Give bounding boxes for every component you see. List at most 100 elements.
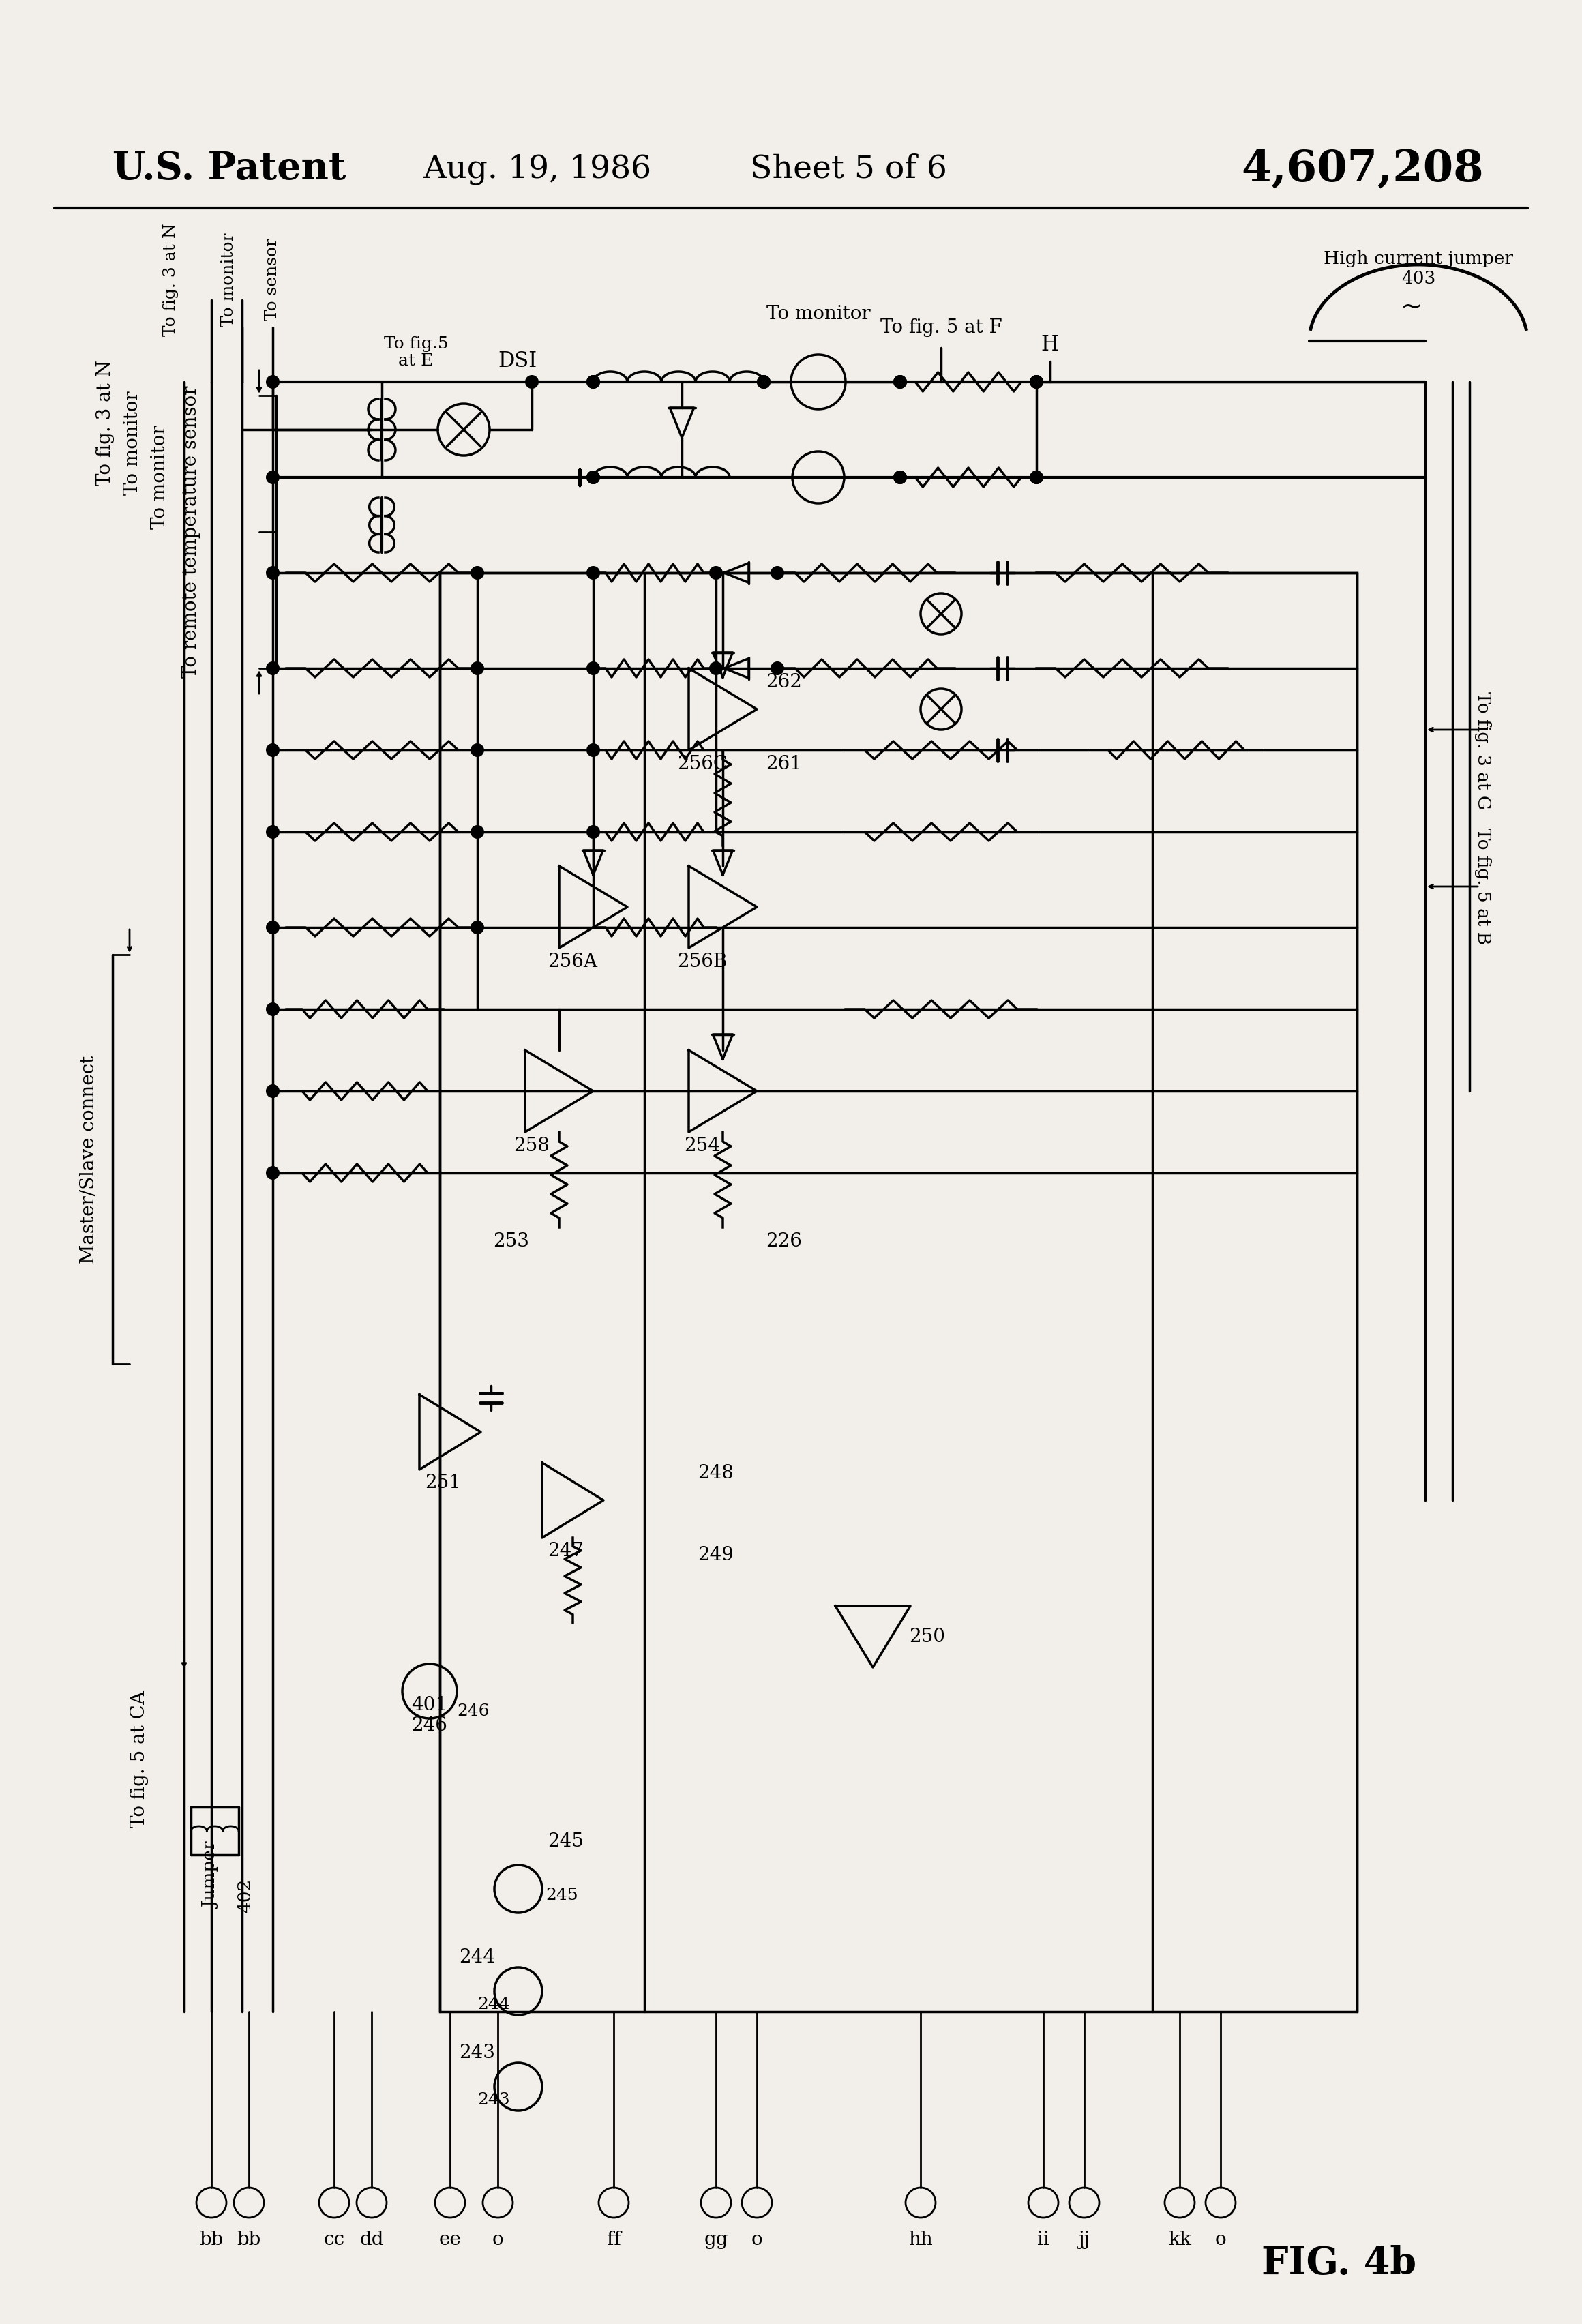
Text: 261: 261 [766,755,802,774]
Text: kk: kk [1168,2231,1191,2250]
Text: 245: 245 [547,1831,584,1850]
Text: To monitor: To monitor [766,304,870,323]
Text: 251: 251 [426,1473,462,1492]
Text: To monitor: To monitor [220,232,236,325]
Text: To fig. 5 at CA: To fig. 5 at CA [131,1692,149,1829]
Text: FIG. 4b: FIG. 4b [1261,2245,1416,2282]
Text: gg: gg [704,2231,728,2250]
Text: To fig. 3 at N: To fig. 3 at N [97,360,115,486]
Circle shape [709,662,723,674]
Circle shape [587,374,600,388]
Text: 246: 246 [411,1715,448,1734]
Circle shape [756,374,770,388]
Circle shape [709,567,723,579]
Circle shape [894,469,906,483]
Text: 250: 250 [910,1627,946,1645]
Text: To remote temperature sensor: To remote temperature sensor [182,386,201,679]
Circle shape [266,1002,280,1016]
Text: To fig. 3 at N: To fig. 3 at N [163,223,179,337]
Text: 248: 248 [698,1464,734,1483]
Text: To monitor: To monitor [150,425,169,530]
Text: High current jumper: High current jumper [1324,251,1512,267]
Circle shape [266,469,280,483]
Circle shape [587,374,600,388]
Text: Sheet 5 of 6: Sheet 5 of 6 [750,153,948,184]
Circle shape [587,567,600,579]
Text: 244: 244 [459,1948,495,1966]
Circle shape [266,374,280,388]
Text: U.S. Patent: U.S. Patent [112,151,346,188]
Text: 247: 247 [547,1543,584,1562]
Text: DSI: DSI [498,351,536,372]
Text: 254: 254 [685,1136,720,1155]
Text: Jumper: Jumper [202,1843,220,1908]
Circle shape [894,469,906,483]
Text: bb: bb [199,2231,223,2250]
Text: hh: hh [908,2231,933,2250]
Text: 253: 253 [494,1232,530,1250]
Text: ee: ee [438,2231,462,2250]
Text: Master/Slave connect: Master/Slave connect [79,1055,98,1264]
Text: ~: ~ [1400,295,1422,318]
Circle shape [266,744,280,758]
Text: ff: ff [606,2231,620,2250]
Circle shape [587,469,600,483]
Text: To fig. 3 at G: To fig. 3 at G [1474,690,1492,809]
Text: 258: 258 [514,1136,551,1155]
Text: 246: 246 [457,1703,489,1720]
Circle shape [1030,374,1043,388]
Circle shape [587,469,600,483]
Circle shape [587,825,600,839]
Text: To fig.5: To fig.5 [384,337,448,353]
Circle shape [1030,469,1043,483]
Text: o: o [751,2231,763,2250]
Text: To monitor: To monitor [123,390,142,495]
Circle shape [470,744,484,758]
Circle shape [266,1085,280,1097]
Circle shape [266,825,280,839]
Text: 256B: 256B [677,953,728,971]
Text: at E: at E [399,353,433,370]
Circle shape [1030,469,1043,483]
Text: 401: 401 [411,1697,448,1715]
Text: Aug. 19, 1986: Aug. 19, 1986 [422,153,652,184]
Text: bb: bb [237,2231,261,2250]
Text: 262: 262 [766,672,802,690]
Text: 249: 249 [698,1545,734,1564]
Text: To sensor: To sensor [264,239,280,321]
Circle shape [770,662,785,674]
Text: jj: jj [1079,2231,1090,2250]
Circle shape [266,567,280,579]
Text: To fig. 5 at F: To fig. 5 at F [880,318,1001,337]
Circle shape [770,567,785,579]
Text: dd: dd [359,2231,384,2250]
Circle shape [894,374,906,388]
Bar [440,572,1357,2013]
Text: 244: 244 [478,1996,509,2013]
Text: 226: 226 [766,1232,802,1250]
Circle shape [525,374,539,388]
Circle shape [587,662,600,674]
Circle shape [470,825,484,839]
Circle shape [266,1167,280,1181]
Text: H: H [1041,335,1060,356]
Circle shape [756,374,770,388]
Circle shape [1030,374,1043,388]
Circle shape [470,567,484,579]
Text: 256A: 256A [547,953,598,971]
Text: 243: 243 [459,2043,495,2061]
Text: To fig. 5 at B: To fig. 5 at B [1474,827,1492,946]
Text: 4,607,208: 4,607,208 [1240,149,1484,191]
Text: o: o [492,2231,503,2250]
Text: cc: cc [324,2231,345,2250]
Text: 256C: 256C [677,755,728,774]
Circle shape [266,920,280,934]
Text: 243: 243 [478,2092,509,2108]
Circle shape [587,744,600,758]
Text: 402: 402 [237,1878,255,1913]
Circle shape [470,920,484,934]
Text: o: o [1215,2231,1226,2250]
Circle shape [894,374,906,388]
Text: ii: ii [1038,2231,1049,2250]
Circle shape [266,662,280,674]
